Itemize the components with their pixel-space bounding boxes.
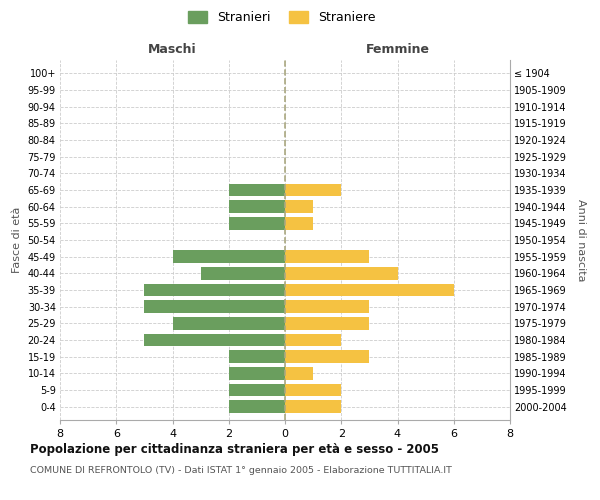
Bar <box>285 367 313 380</box>
Bar <box>285 300 370 313</box>
Bar <box>285 317 370 330</box>
Bar <box>145 300 285 313</box>
Bar <box>285 284 454 296</box>
Bar <box>285 400 341 413</box>
Bar <box>285 267 398 280</box>
Bar <box>145 284 285 296</box>
Bar <box>145 334 285 346</box>
Bar <box>229 200 285 213</box>
Text: Maschi: Maschi <box>148 43 197 56</box>
Bar <box>285 217 313 230</box>
Text: COMUNE DI REFRONTOLO (TV) - Dati ISTAT 1° gennaio 2005 - Elaborazione TUTTITALIA: COMUNE DI REFRONTOLO (TV) - Dati ISTAT 1… <box>30 466 452 475</box>
Bar <box>229 384 285 396</box>
Bar <box>229 217 285 230</box>
Bar <box>285 384 341 396</box>
Y-axis label: Anni di nascita: Anni di nascita <box>577 198 586 281</box>
Bar <box>285 334 341 346</box>
Bar <box>229 400 285 413</box>
Y-axis label: Fasce di età: Fasce di età <box>12 207 22 273</box>
Text: Femmine: Femmine <box>365 43 430 56</box>
Bar <box>285 184 341 196</box>
Bar <box>173 250 285 263</box>
Bar <box>229 367 285 380</box>
Bar <box>285 250 370 263</box>
Text: Popolazione per cittadinanza straniera per età e sesso - 2005: Popolazione per cittadinanza straniera p… <box>30 442 439 456</box>
Bar <box>285 350 370 363</box>
Bar <box>285 200 313 213</box>
Bar <box>173 317 285 330</box>
Bar <box>229 184 285 196</box>
Legend: Stranieri, Straniere: Stranieri, Straniere <box>188 11 376 24</box>
Bar <box>229 350 285 363</box>
Bar <box>200 267 285 280</box>
